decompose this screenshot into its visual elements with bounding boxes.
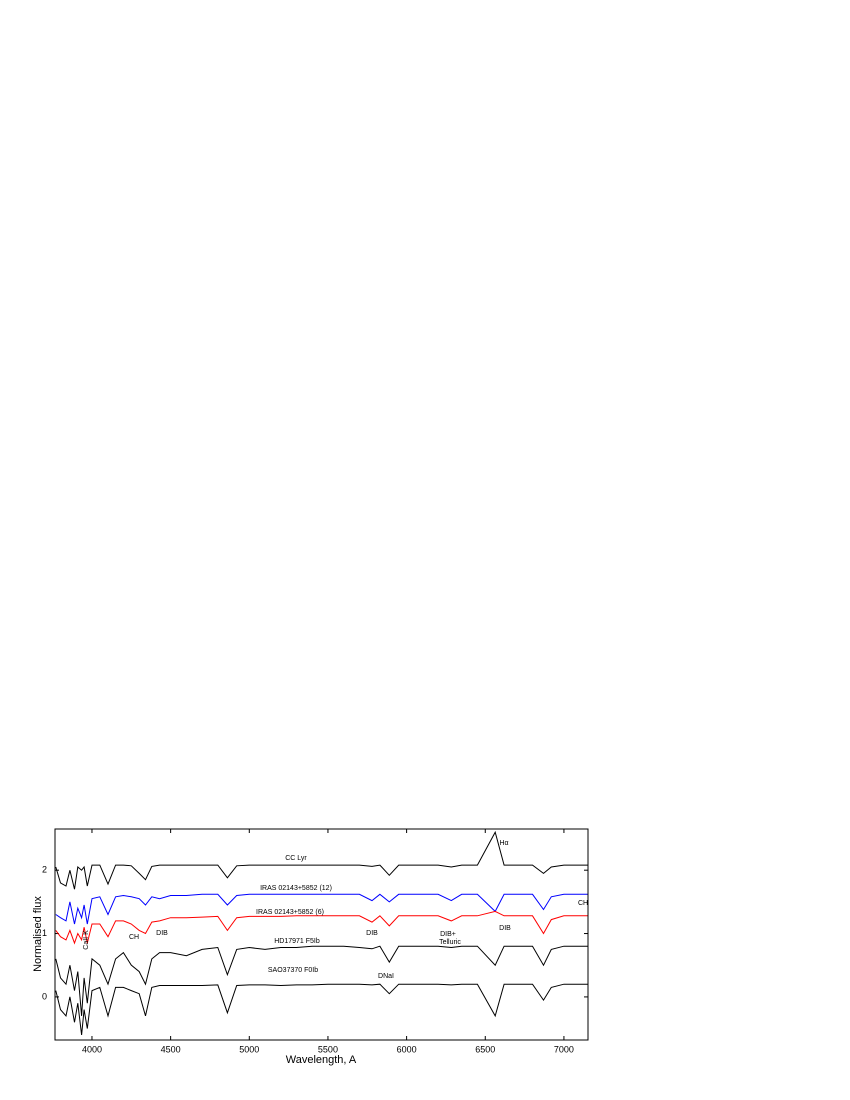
x-tick-label: 6500 [475,1044,495,1054]
spectrum-line [55,893,588,925]
series-label: IRAS 02143+5852 (12) [260,885,332,892]
spectrum-line [55,945,588,1016]
annotation: DIB [499,925,511,932]
annotation: Hα [499,840,508,847]
series-label: IRAS 02143+5852 (6) [256,909,324,916]
x-tick-label: 6000 [397,1044,417,1054]
y-axis-label: Normalised flux [32,896,44,972]
series-label: SAO37370 F0Ib [268,967,318,974]
x-tick-label: 4500 [161,1044,181,1054]
x-tick-label: 5000 [239,1044,259,1054]
annotation: CaII K [83,930,90,950]
x-axis-label: Wavelength, A [286,1054,357,1066]
annotation: DIB [156,930,168,937]
annotation: DNaI [378,973,394,980]
annotation: DIB+ [440,931,456,938]
x-tick-label: 7000 [554,1044,574,1054]
annotation: Telluric [439,939,461,946]
x-tick-label: 4000 [82,1044,102,1054]
spectrum-line [55,983,588,1035]
series-label: CC Lyr [285,855,307,862]
x-tick-label: 5500 [318,1044,338,1054]
y-tick-label: 1 [42,928,47,938]
spectrum-line [55,830,588,890]
plot-frame [54,828,589,1041]
series-label: HD17971 F5Ib [274,938,320,945]
y-tick-label: 2 [42,865,47,875]
annotation: CH [578,900,588,907]
annotation: DIB [366,930,378,937]
annotation: CH [129,934,139,941]
y-tick-label: 0 [42,991,47,1001]
spectrum-line [55,910,588,945]
